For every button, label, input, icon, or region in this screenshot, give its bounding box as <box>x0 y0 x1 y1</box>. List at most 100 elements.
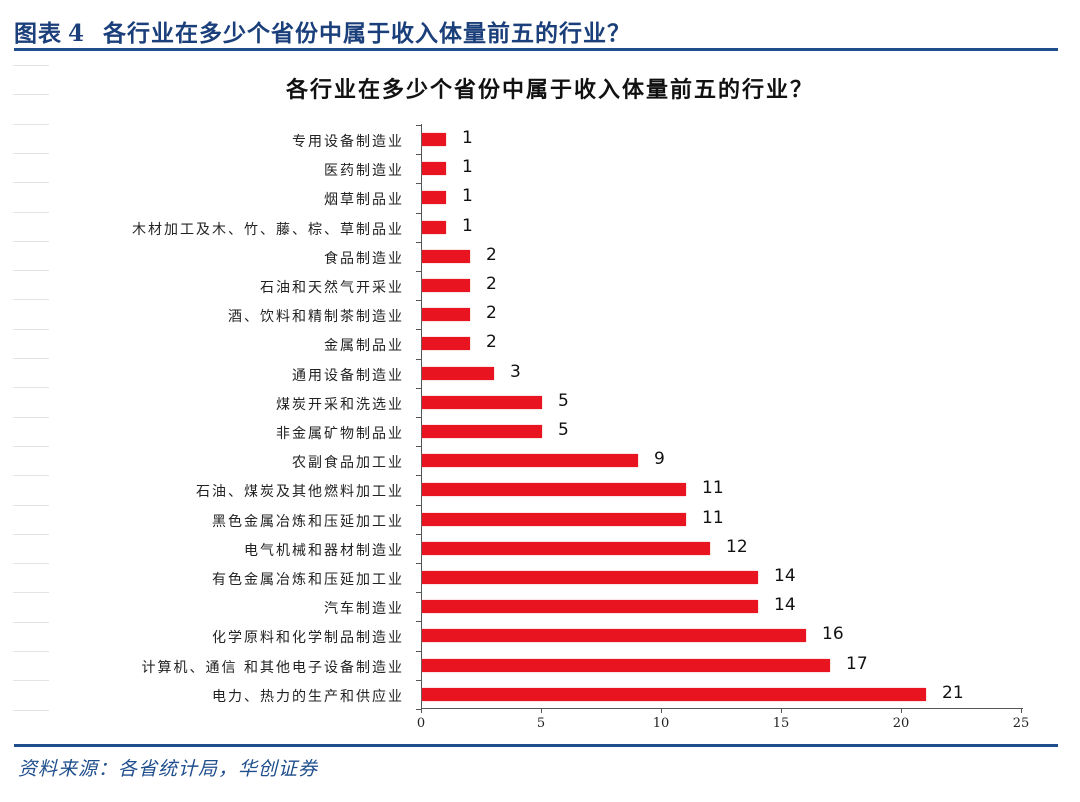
y-axis-tick <box>416 358 422 360</box>
bar <box>422 571 758 584</box>
x-tick-label: 10 <box>652 716 670 731</box>
margin-mark <box>13 533 49 535</box>
category-label: 电气机械和器材制造业 <box>244 542 404 559</box>
y-axis-tick <box>416 125 422 126</box>
value-label: 12 <box>726 536 748 557</box>
category-label: 金属制品业 <box>324 338 404 355</box>
bar <box>422 687 926 701</box>
category-label: 石油、煤炭及其他燃料加工业 <box>196 484 404 501</box>
y-axis-tick <box>416 417 422 418</box>
bar <box>422 541 710 555</box>
y-axis-tick <box>416 271 422 272</box>
y-axis-tick <box>416 154 422 156</box>
bar-row: 农副食品加工业 9 <box>0 446 1080 475</box>
value-label: 1 <box>462 128 473 148</box>
margin-mark <box>13 475 49 477</box>
y-axis-tick <box>416 183 422 185</box>
category-label: 农副食品加工业 <box>292 455 404 472</box>
value-label: 1 <box>462 186 473 207</box>
margin-mark <box>13 504 49 506</box>
margin-mark <box>13 299 49 301</box>
margin-mark <box>13 94 49 96</box>
category-label: 非金属矿物制品业 <box>276 426 404 442</box>
bar-row: 非金属矿物制品业 5 <box>0 417 1080 446</box>
y-axis <box>421 124 422 709</box>
bar <box>422 308 470 322</box>
figure-label: 图表 <box>14 20 62 47</box>
y-axis-tick <box>416 475 422 477</box>
bar <box>422 454 638 468</box>
y-axis-tick <box>416 300 422 302</box>
value-label: 2 <box>486 303 497 324</box>
bar-row: 计算机、通信 和其他电子设备制造业 17 <box>0 651 1080 680</box>
category-label: 专用设备制造业 <box>292 134 404 150</box>
margin-mark <box>13 387 49 389</box>
x-axis-tick <box>661 708 662 713</box>
y-axis-tick <box>416 650 422 652</box>
bar <box>422 629 806 643</box>
value-label: 9 <box>654 449 665 470</box>
bar-row: 有色金属冶炼和压延加工业 14 <box>0 563 1080 592</box>
bar-row: 石油和天然气开采业 2 <box>0 271 1080 300</box>
margin-mark <box>13 240 49 242</box>
y-axis-tick <box>416 533 422 535</box>
y-axis-tick <box>416 563 422 564</box>
bar <box>422 658 830 672</box>
category-label: 烟草制品业 <box>324 192 404 209</box>
margin-mark <box>13 328 49 330</box>
margin-mark <box>13 592 49 594</box>
category-label: 电力、热力的生产和供应业 <box>212 688 404 705</box>
bar <box>422 279 470 292</box>
bar <box>422 220 446 234</box>
margin-mark <box>13 416 49 418</box>
x-axis-tick <box>541 708 542 713</box>
margin-mark <box>13 211 49 213</box>
bar <box>422 425 542 438</box>
value-label: 1 <box>462 215 473 236</box>
y-axis-tick <box>416 446 422 448</box>
margin-mark <box>13 358 49 359</box>
y-axis-tick <box>416 621 422 623</box>
y-axis-tick <box>416 504 422 506</box>
bar <box>422 162 446 176</box>
bar-row: 医药制造业 1 <box>0 154 1080 183</box>
category-label: 石油和天然气开采业 <box>260 280 404 296</box>
bar-row: 电力、热力的生产和供应业 21 <box>0 680 1080 709</box>
margin-mark <box>13 445 49 447</box>
margin-mark <box>13 563 49 565</box>
bar-row: 通用设备制造业 3 <box>0 359 1080 388</box>
x-axis-tick <box>421 708 422 713</box>
category-label: 木材加工及木、竹、藤、棕、草制品业 <box>132 221 404 238</box>
category-label: 酒、饮料和精制茶制造业 <box>228 309 404 326</box>
y-axis-tick <box>416 592 422 594</box>
y-axis-tick <box>416 679 422 681</box>
x-axis-tick <box>1021 708 1022 713</box>
figure-title: 图表 4 各行业在多少个省份中属于收入体量前五的行业？ <box>14 14 631 48</box>
y-axis-tick <box>416 329 422 331</box>
category-label: 有色金属冶炼和压延加工业 <box>212 572 404 588</box>
chart-title: 各行业在多少个省份中属于收入体量前五的行业？ <box>285 78 814 103</box>
y-axis-tick <box>416 387 422 389</box>
x-axis-tick <box>781 708 782 713</box>
bar <box>422 337 470 351</box>
x-tick-label: 5 <box>536 716 546 731</box>
value-label: 5 <box>558 420 569 440</box>
category-label: 医药制造业 <box>324 163 404 180</box>
margin-mark <box>13 621 49 623</box>
y-axis-tick <box>416 709 422 710</box>
bar-row: 食品制造业 2 <box>0 242 1080 271</box>
value-label: 14 <box>774 595 796 616</box>
bar <box>422 133 446 146</box>
x-tick-label: 25 <box>1012 716 1030 731</box>
value-label: 5 <box>558 390 569 411</box>
category-label: 黑色金属冶炼和压延加工业 <box>212 513 404 530</box>
x-tick-label: 20 <box>892 716 910 731</box>
margin-mark <box>13 152 49 154</box>
bar-row: 黑色金属冶炼和压延加工业 11 <box>0 505 1080 534</box>
top-divider <box>14 48 1058 51</box>
value-label: 17 <box>846 653 868 674</box>
value-label: 14 <box>774 566 796 586</box>
value-label: 2 <box>486 332 497 353</box>
y-axis-tick <box>416 212 422 214</box>
